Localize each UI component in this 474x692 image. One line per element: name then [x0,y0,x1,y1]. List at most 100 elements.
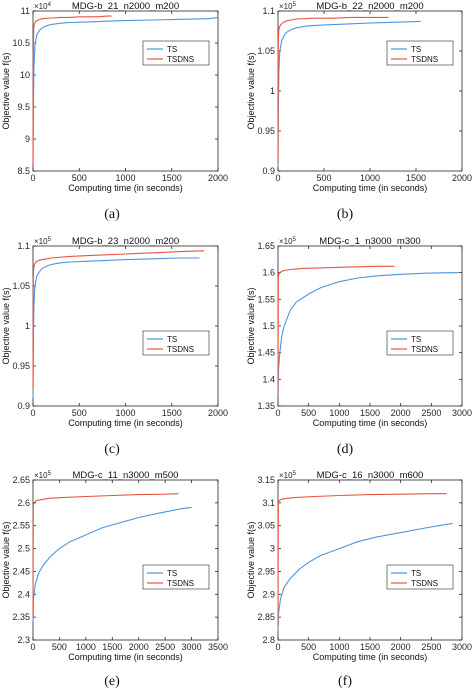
legend-box [142,40,210,66]
x-tick-label: 1000 [115,173,135,183]
legend-box [386,40,454,66]
y-tick-label: 9.5 [17,102,30,112]
legend-label-tsdns: TSDNS [411,345,438,354]
x-tick-label: 1500 [406,173,426,183]
x-tick-label: 0 [30,408,35,418]
x-tick-label: 2000 [208,408,228,418]
y-tick-label: 10 [20,70,30,80]
x-axis-label: Computing time (in seconds) [68,418,183,428]
legend-label-tsdns: TSDNS [411,55,438,64]
chart-panel-3: 0 500 1000 1500 2000 0.9 0.95 1 1.05 1.1 ×105 MDG-b… [1,236,228,428]
series-line-tsdns [32,493,179,618]
legend-label-ts: TS [411,569,421,578]
x-tick-label: 1000 [76,642,96,652]
y-tick-label: 1.1 [262,6,275,16]
chart-title: MDG-b_21_n2000_m200 [72,1,179,12]
x-axis-label: Computing time (in seconds) [313,652,428,662]
chart-panel-6: 0 500 1000 1500 2000 2500 3000 2.8 2.85 2.9 2.95 3 3… [246,470,472,662]
chart-title: MDG-c_1_n3000_m300 [319,236,420,247]
plot-area [32,10,219,172]
y-tick-label: 2.55 [12,521,30,531]
legend-label-tsdns: TSDNS [167,345,194,354]
caption-a: (a) [104,207,120,222]
x-tick-label: 500 [301,408,316,418]
chart-title: MDG-b_23_n2000_m200 [72,236,179,247]
legend-label-ts: TS [167,569,177,578]
legend-box [386,564,454,590]
caption-e: (e) [104,674,120,689]
chart-title: MDG-c_16_n3000_m600 [317,470,424,481]
x-tick-label: 1500 [102,642,122,652]
plot-area [277,10,463,172]
legend-label-ts: TS [167,45,177,54]
x-tick-label: 500 [316,173,331,183]
legend-label-tsdns: TSDNS [411,579,438,588]
legend-box [386,330,454,356]
x-tick-label: 0 [275,642,280,652]
y-tick-label: 1 [25,321,30,331]
y-tick-label: 0.95 [12,361,30,371]
exponent-label: ×105 [34,237,52,246]
y-tick-label: 1 [270,86,275,96]
exponent-label: ×105 [279,2,297,11]
x-tick-label: 2500 [421,408,441,418]
x-tick-label: 0 [30,173,35,183]
y-tick-label: 2.35 [12,612,30,622]
y-axis-label: Objective value f(s) [1,287,11,364]
x-tick-label: 3500 [208,642,228,652]
x-tick-label: 1500 [360,642,380,652]
chart-panel-4: 0 500 1000 1500 2000 2500 3000 1.35 1.4 1.45 1.5 1.… [246,236,472,428]
y-tick-label: 1.35 [257,401,275,411]
x-tick-label: 500 [72,408,87,418]
y-tick-label: 1.5 [262,321,275,331]
chart-panel-2: 0 500 1000 1500 2000 0.9 0.95 1 1.05 1.1 ×105 MDG-b… [246,1,472,193]
exponent-label: ×104 [34,2,52,11]
legend-box [142,564,210,590]
x-tick-label: 1000 [329,642,349,652]
caption-b: (b) [336,207,354,222]
x-tick-label: 3000 [182,642,202,652]
x-tick-label: 2000 [129,642,149,652]
x-tick-label: 1500 [162,408,182,418]
y-tick-label: 2.6 [17,498,30,508]
x-tick-label: 500 [52,642,67,652]
x-tick-label: 1000 [115,408,135,418]
x-tick-label: 1500 [360,408,380,418]
y-axis-label: Objective value f(s) [246,521,256,598]
legend-box [142,330,210,356]
x-axis-label: Computing time (in seconds) [68,183,183,193]
legend-label-tsdns: TSDNS [167,579,194,588]
x-tick-label: 3000 [452,642,472,652]
y-tick-label: 2.85 [257,612,275,622]
series-line-tsdns [277,16,389,164]
y-axis-label: Objective value f(s) [246,52,256,129]
x-axis-label: Computing time (in seconds) [68,652,183,662]
y-tick-label: 1.05 [12,281,30,291]
x-tick-label: 1000 [360,173,380,183]
y-axis-label: Objective value f(s) [1,521,11,598]
series-line-tsdns [277,265,395,396]
series-line-ts [277,522,453,631]
x-tick-label: 0 [275,408,280,418]
x-tick-label: 500 [72,173,87,183]
chart-panel-5: 0 500 1000 1500 2000 2500 3000 3500 2.3 2.35 2.4 2.… [1,470,228,662]
x-tick-label: 1000 [329,408,349,418]
y-tick-label: 2.95 [257,566,275,576]
chart-title: MDG-c_11_n3000_m500 [73,470,179,481]
y-tick-label: 2.45 [12,566,30,576]
y-tick-label: 1.6 [262,268,275,278]
series-line-tsdns [277,493,447,627]
y-tick-label: 2.3 [17,635,30,645]
legend-label-ts: TS [167,335,177,344]
y-axis-label: Objective value f(s) [1,52,11,129]
x-tick-label: 2500 [421,642,441,652]
x-tick-label: 0 [275,173,280,183]
series-line-tsdns [32,250,205,391]
plot-area [32,245,219,407]
x-tick-label: 2000 [208,173,228,183]
y-tick-label: 10.5 [12,38,30,48]
y-tick-label: 3.1 [262,498,275,508]
y-tick-label: 1.4 [262,374,275,384]
exponent-label: ×105 [279,471,297,480]
